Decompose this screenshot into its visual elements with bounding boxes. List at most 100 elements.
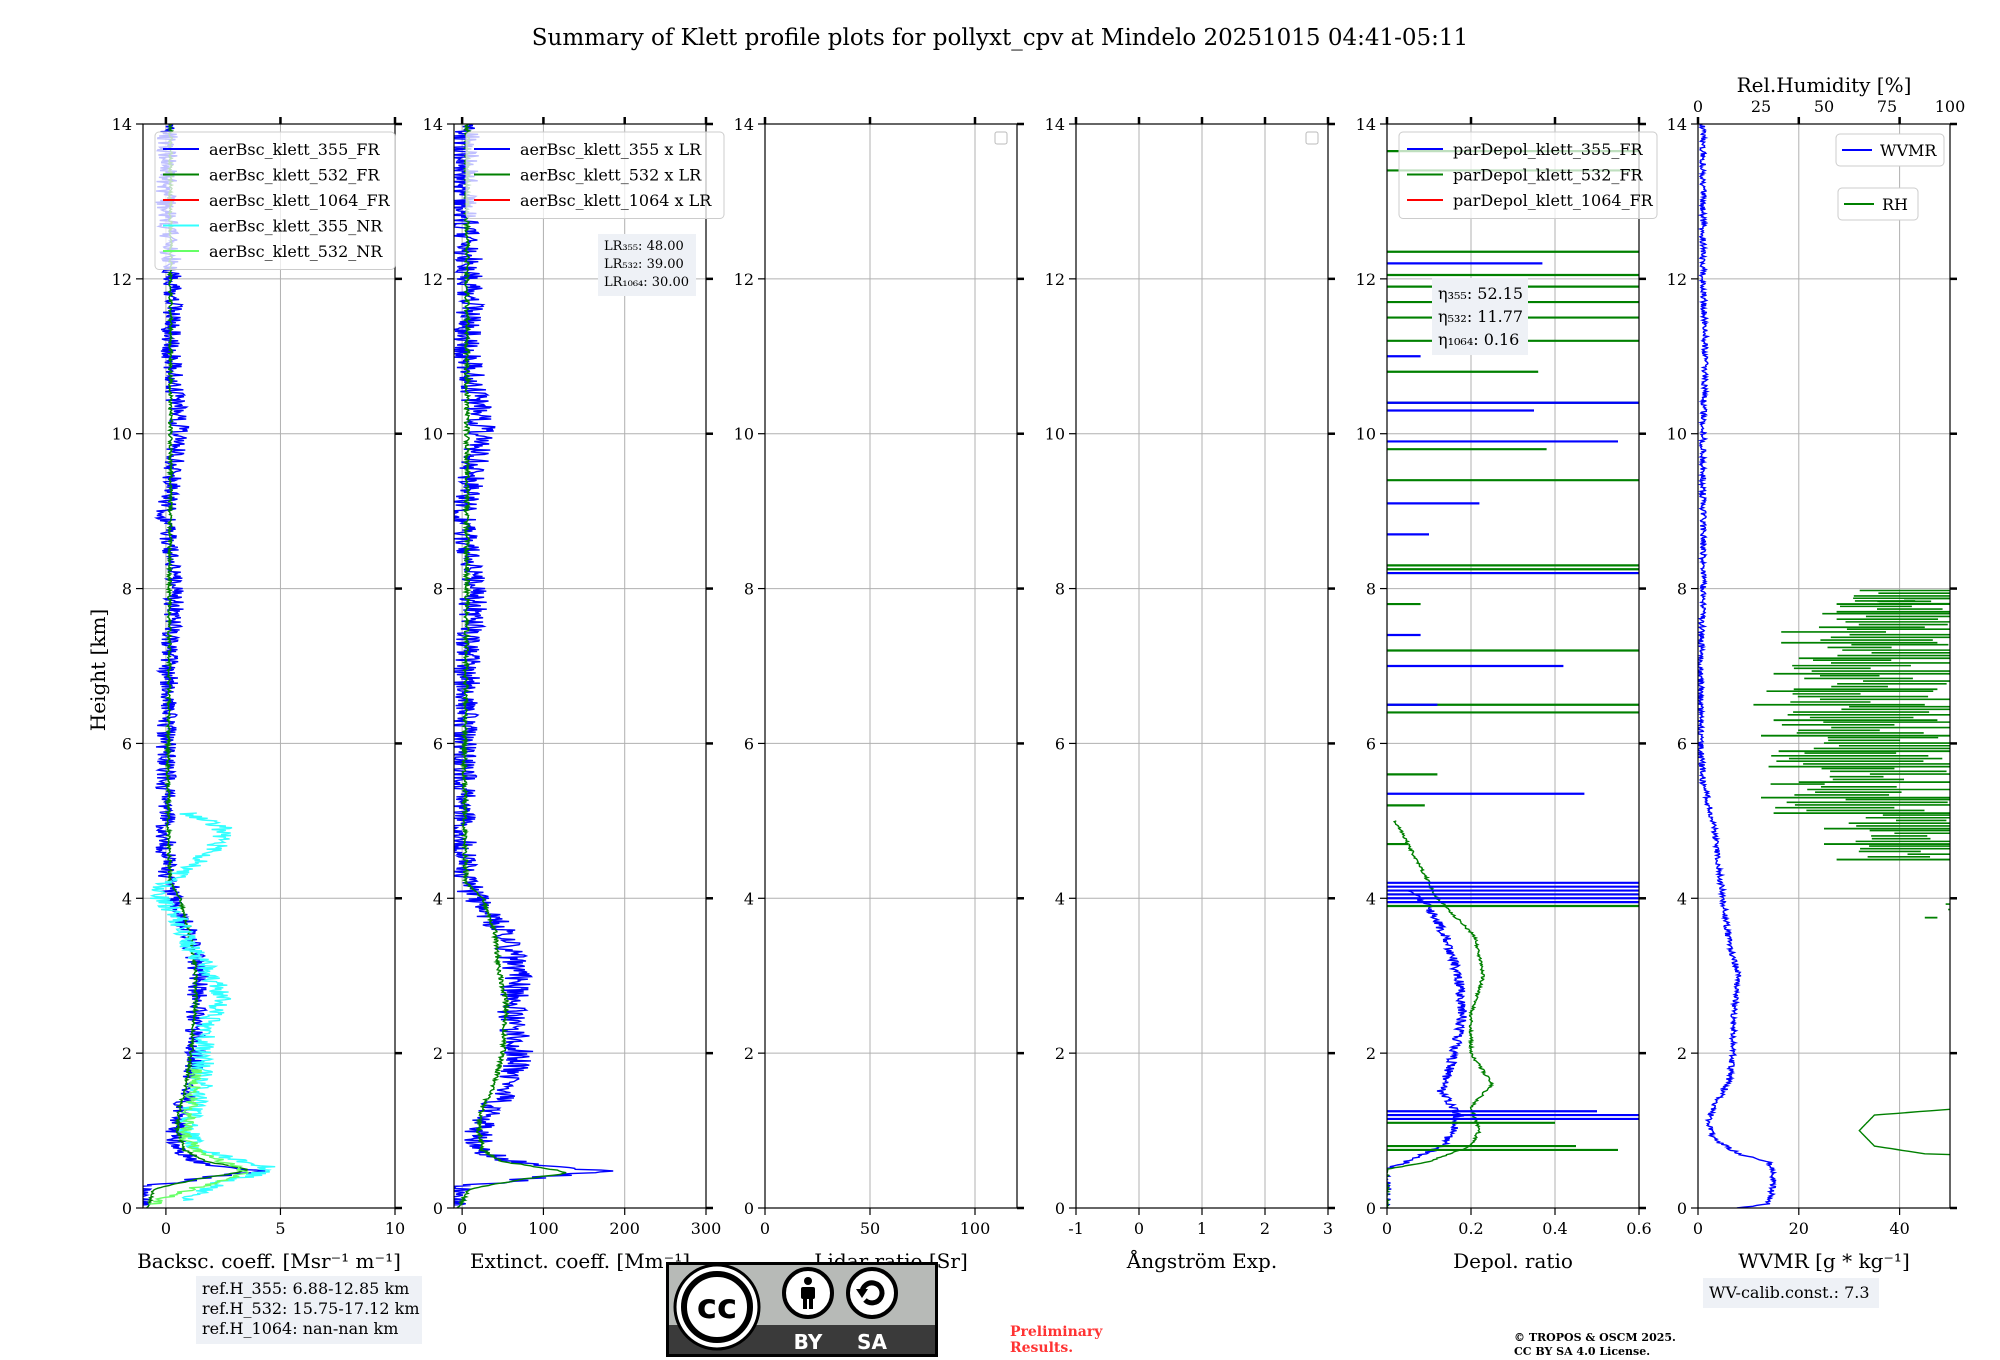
y-tick-label: 2 [744,1044,754,1063]
y-tick-label: 8 [1677,580,1687,599]
legend-label: RH [1882,195,1908,214]
legend: parDepol_klett_355_FR parDepol_klett_532_… [1398,131,1658,219]
legend: aerBsc_klett_355 x LR aerBsc_klett_532 x … [465,131,725,219]
y-tick-label: 8 [1366,580,1376,599]
series-parDepol_klett_532_FR [1387,820,1495,1208]
x-axis-label: Backsc. coeff. [Msr⁻¹ m⁻¹] [137,1249,401,1273]
x-tick-label: 50 [860,1219,880,1238]
x-tick-label: 40 [1889,1219,1909,1238]
y-tick-label: 10 [1045,425,1065,444]
y-tick-label: 8 [122,580,132,599]
y-tick-label: 14 [112,115,132,134]
x-tick-label: 200 [609,1219,640,1238]
x-tick-label: 0 [161,1219,171,1238]
legend-label: aerBsc_klett_532_NR [209,242,383,261]
y-tick-label: 2 [1055,1044,1065,1063]
annotation-line: η₅₃₂: 11.77 [1438,307,1523,326]
y-tick-label: 8 [744,580,754,599]
sa-icon [846,1267,898,1319]
legend: aerBsc_klett_355_FR aerBsc_klett_532_FRae… [154,131,396,270]
y-tick-label: 4 [433,889,443,908]
cc-license-badge: cc BY SA [666,1262,938,1357]
top-tick-label: 100 [1935,97,1966,116]
x-tick-label: 0 [1382,1219,1392,1238]
y-tick-label: 4 [1055,889,1065,908]
top-tick-label: 50 [1814,97,1834,116]
annotation-line: ref.H_532: 15.75-17.12 km [202,1299,420,1318]
legend-box [1835,133,1945,167]
legend-label: aerBsc_klett_532_FR [209,166,380,185]
annotation-line: η₃₅₅: 52.15 [1438,284,1523,303]
x-tick-label: 0.6 [1626,1219,1651,1238]
legend-label: aerBsc_klett_1064_FR [209,191,391,210]
y-tick-label: 12 [1045,270,1065,289]
series-aerBsc_klett_532_FR [146,124,248,1208]
series-WVMR [1698,124,1778,1208]
y-tick-label: 4 [744,889,754,908]
y-tick-label: 0 [433,1199,443,1218]
series-group [1698,124,1950,1208]
legend-label: WVMR [1880,141,1937,160]
legend-box [465,131,725,219]
top-tick-label: 75 [1877,97,1897,116]
x-tick-label: 1 [1197,1219,1207,1238]
annotation-line: ref.H_1064: nan-nan km [202,1319,398,1338]
x-axis-label: WVMR [g * kg⁻¹] [1738,1249,1910,1273]
x-tick-label: 20 [1789,1219,1809,1238]
legend-box [1398,131,1658,219]
annotation-extinction: LR₃₅₅: 48.00 LR₅₃₂: 39.00 LR₁₀₆₄: 30.00 [598,234,696,296]
legend-entry: WVMR [1835,133,1945,167]
legend-box [154,131,396,270]
y-tick-label: 6 [1366,734,1376,753]
annotation-line: LR₁₀₆₄: 30.00 [604,275,689,290]
x-tick-label: 0 [760,1219,770,1238]
series-aerBsc_klett_355 x LR [454,124,614,1206]
legend-label: aerBsc_klett_355_FR [209,140,380,159]
y-tick-label: 14 [1356,115,1376,134]
annotation-line: WV-calib.const.: 7.3 [1709,1283,1870,1302]
top-tick-label: 25 [1751,97,1771,116]
legend-box [1837,187,1919,221]
legend-label: parDepol_klett_355_FR [1453,140,1644,159]
y-tick-label: 4 [122,889,132,908]
series-group [454,124,614,1208]
y-tick-label: 0 [1366,1199,1376,1218]
x-axis-label: Ångström Exp. [1126,1248,1277,1273]
x-tick-label: 0 [457,1219,467,1238]
x-tick-label: 0 [1134,1219,1144,1238]
legend-label: aerBsc_klett_532 x LR [520,166,702,185]
axes-frame [1386,123,1640,1209]
y-tick-label: 2 [433,1044,443,1063]
legend-label: aerBsc_klett_355_NR [209,217,383,236]
figure-title: Summary of Klett profile plots for polly… [532,25,1468,51]
x-tick-label: 300 [691,1219,722,1238]
y-tick-label: 12 [734,270,754,289]
y-tick-label: 12 [1667,270,1687,289]
series-parDepol_klett_355_FR [1387,889,1467,1207]
x-tick-label: 0.4 [1542,1219,1567,1238]
series-aerBsc_klett_355_FR [143,124,266,1206]
y-tick-label: 0 [122,1199,132,1218]
annotation-line: LR₅₃₂: 39.00 [604,257,684,272]
y-axis-label: Height [km] [86,609,110,731]
y-tick-label: 10 [1356,425,1376,444]
y-tick-label: 10 [423,425,443,444]
annotation-box [598,234,696,296]
axes-frame [453,123,707,1209]
y-tick-label: 4 [1366,889,1376,908]
x-tick-label: 100 [960,1219,991,1238]
y-tick-label: 6 [1055,734,1065,753]
annotation-depolarization: η₃₅₅: 52.15 η₅₃₂: 11.77 η₁₀₆₄: 0.16 [1432,278,1528,355]
y-tick-label: 2 [1677,1044,1687,1063]
preliminary-note-1: Preliminary [1010,1324,1103,1340]
y-tick-label: 2 [1366,1044,1376,1063]
x-tick-label: 0.2 [1458,1219,1483,1238]
copyright-line-2: CC BY SA 4.0 License. [1514,1345,1650,1358]
x-axis-label: Depol. ratio [1453,1249,1573,1273]
y-tick-label: 6 [433,734,443,753]
y-tick-label: 12 [1356,270,1376,289]
legend-entry: RH [1837,187,1919,221]
y-tick-label: 6 [744,734,754,753]
cc-by-label: BY [794,1330,823,1354]
